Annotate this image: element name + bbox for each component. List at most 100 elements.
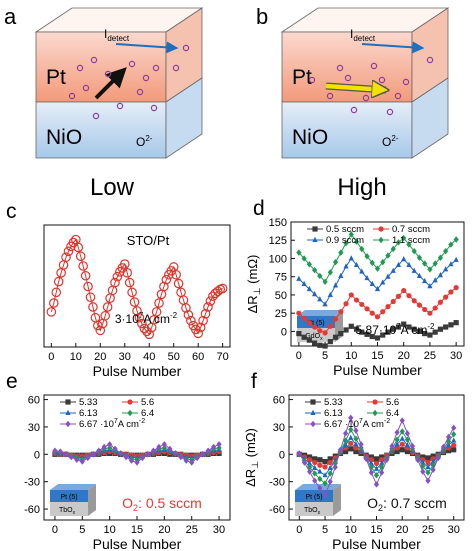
data-point <box>451 447 457 453</box>
x-tick-label: 30 <box>213 524 225 536</box>
y-tick-label: 50 <box>275 290 287 302</box>
data-point <box>448 261 454 267</box>
data-point <box>432 277 438 283</box>
data-point <box>161 444 167 452</box>
x-tick-label: 30 <box>448 524 460 536</box>
legend-label: 1.1 sccm <box>392 235 430 246</box>
x-tick-label-part: 20 <box>158 524 170 536</box>
nio-label: NiO <box>46 126 82 149</box>
data-point <box>453 256 459 262</box>
x-tick-label-part: 70 <box>217 351 229 363</box>
data-point <box>389 442 395 450</box>
data-point <box>359 301 365 308</box>
data-point <box>205 296 216 306</box>
data-point <box>358 444 364 452</box>
data-point <box>129 297 140 307</box>
data-point <box>61 252 71 263</box>
data-point <box>451 437 457 443</box>
legend-label: 6.67 ·107A cm-2 <box>79 418 145 430</box>
current-density-label-part: A cm <box>143 312 170 326</box>
data-point <box>425 463 431 470</box>
data-point <box>132 306 142 316</box>
y-tick-label-part: 100 <box>269 253 287 265</box>
x-axis-label: Pulse Number <box>333 362 422 378</box>
data-point <box>359 268 365 274</box>
data-point <box>156 443 162 451</box>
current-density-label-part: -2 <box>170 311 178 320</box>
data-point <box>380 258 386 266</box>
x-tick-label-part: 30 <box>213 524 225 536</box>
data-point <box>430 462 436 469</box>
legend-marker <box>65 409 71 415</box>
data-point <box>427 310 433 316</box>
data-point <box>348 323 354 329</box>
data-point <box>90 451 96 458</box>
data-point <box>296 310 302 316</box>
data-point <box>161 274 172 285</box>
legend-label-part: 1.1 sccm <box>392 235 430 246</box>
data-point <box>445 438 452 445</box>
inset-pt-layer <box>50 490 88 502</box>
legend-label-part: 6.13 <box>324 408 343 419</box>
panel-e-letter-part: e <box>6 370 18 393</box>
data-point <box>373 481 380 488</box>
inset-bottom-label-part: TbO <box>304 507 318 514</box>
data-point <box>119 259 130 269</box>
panel-d-letter: d <box>253 197 265 220</box>
x-tick-label: 70 <box>217 351 229 363</box>
data-point <box>317 462 323 468</box>
legend-label-part: 5.33 <box>79 397 98 408</box>
legend-marker <box>127 409 133 417</box>
data-point <box>327 291 333 297</box>
data-point <box>395 293 402 299</box>
data-point <box>134 459 140 466</box>
y-tick-label: -60 <box>24 504 40 516</box>
y-tick-label-part: 60 <box>28 395 40 407</box>
current-density-label: 5.87·107A cm-2 <box>356 322 435 337</box>
data-point <box>198 315 208 326</box>
legend-label: 5.33 <box>324 397 343 408</box>
panel-f-letter-part: f <box>251 370 257 393</box>
data-point <box>406 261 412 268</box>
data-point <box>416 254 423 261</box>
data-point <box>404 436 410 443</box>
data-point <box>425 469 431 476</box>
x-axis-label: Pulse Number <box>93 536 182 551</box>
data-point <box>317 484 323 492</box>
legend-label-part: A cm <box>118 419 139 430</box>
data-point <box>139 323 150 334</box>
data-point <box>167 445 173 453</box>
data-point <box>75 251 86 262</box>
legend-marker <box>372 409 378 417</box>
panel-d-letter-part: d <box>253 197 265 220</box>
inset-bottom-label: TbOx <box>304 507 321 516</box>
data-point <box>100 310 110 321</box>
data-point <box>343 437 349 444</box>
detect-arrow <box>115 41 179 54</box>
legend-label-part: 6.67 <box>324 419 343 430</box>
x-tick-label-part: 5 <box>322 350 328 362</box>
data-point <box>453 236 459 243</box>
legend-label: 6.13 <box>324 408 343 419</box>
series-1.1 sccm <box>296 231 459 286</box>
data-point <box>212 286 223 297</box>
series-6.67 <box>296 414 457 499</box>
pt-label: Pt <box>292 66 312 89</box>
y-tick-label-part: -30 <box>269 477 285 489</box>
inset-bottom-label-part: x <box>320 336 323 342</box>
data-point <box>353 427 359 434</box>
chart-title: STO/Pt <box>127 233 170 248</box>
data-point <box>189 459 195 466</box>
data-point <box>208 291 218 302</box>
legend-label: 0.9 sccm <box>326 235 364 246</box>
current-density-label: 3·107A cm-2 <box>115 311 178 326</box>
y-tick-label: 60 <box>28 395 40 407</box>
series-0.7 sccm <box>296 285 459 336</box>
data-point <box>427 332 433 338</box>
inset-side-face <box>88 484 96 516</box>
current-density-label-part: A cm <box>401 323 428 337</box>
data-point <box>395 324 402 330</box>
x-tick-label: 0 <box>52 524 58 536</box>
x-tick-label-part: 10 <box>70 351 82 363</box>
chart-title-part: STO/Pt <box>127 233 170 248</box>
